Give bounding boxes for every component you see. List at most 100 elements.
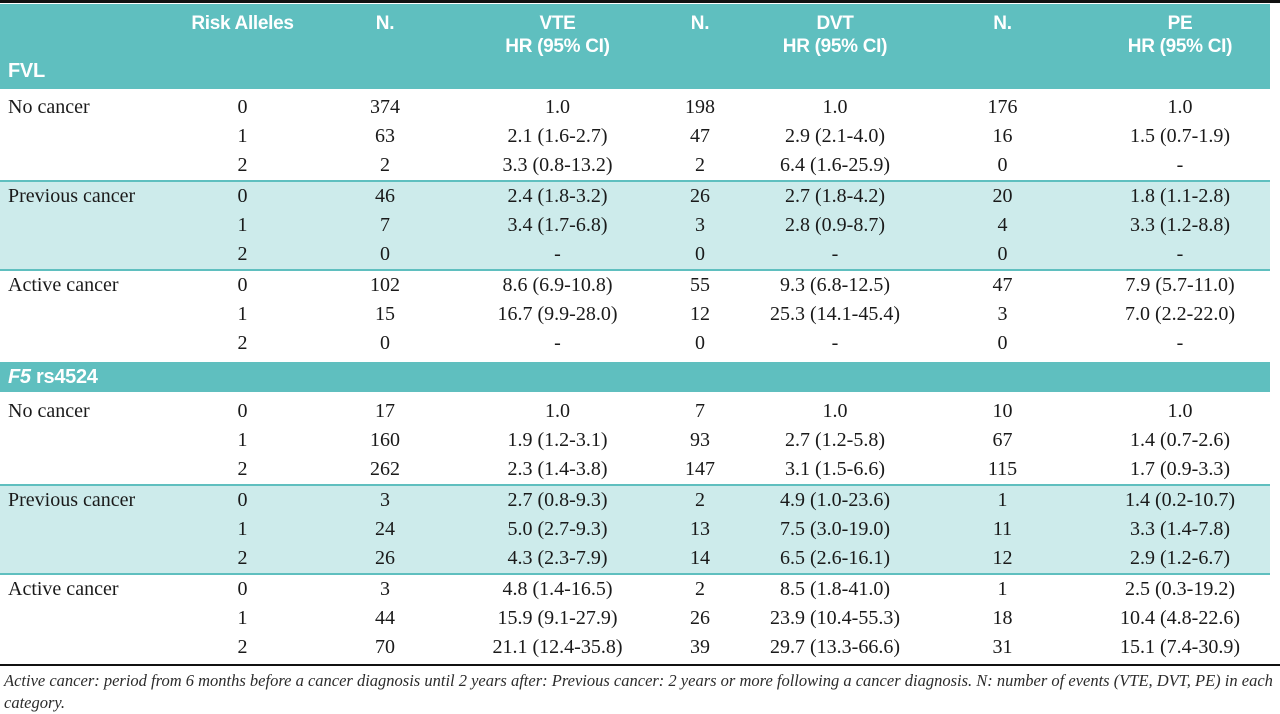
n-vte-value: 46 (375, 185, 395, 207)
n-pe-value: 47 (992, 274, 1013, 296)
vte-hr-value: - (554, 243, 561, 265)
pe-hr-value: 1.5 (0.7-1.9) (1130, 125, 1230, 147)
vte-hr-value: 1.0 (545, 96, 570, 118)
group-label (0, 122, 185, 151)
header-risk-alleles: Risk Alleles (185, 12, 300, 58)
header-vte-label: VTE (539, 13, 576, 34)
n-dvt-value: 12 (690, 303, 710, 325)
n-dvt-value: 13 (690, 518, 710, 540)
section-title-rest-part: rs4524 (30, 366, 98, 388)
group-label (0, 604, 185, 633)
vte-hr-value: 2.4 (1.8-3.2) (507, 185, 608, 207)
n-vte-value: 102 (370, 274, 400, 296)
n-dvt-value: 3 (695, 214, 705, 236)
n-dvt-value: 55 (690, 274, 710, 296)
section-title-rest-part: FVL (8, 60, 45, 82)
pe-hr-value: - (1176, 332, 1184, 354)
dvt-hr-value: 7.5 (3.0-19.0) (780, 518, 890, 540)
n-vte-value: 44 (375, 607, 395, 629)
group-label: No cancer (8, 400, 90, 422)
vte-hr-value: 15.9 (9.1-27.9) (497, 607, 618, 629)
group-f5-active-cancer: Active cancer 0 3 4.8 (1.4-16.5) 2 8.5 (1.8-4… (0, 575, 1270, 662)
pe-hr-value: - (1176, 243, 1184, 265)
dvt-hr-value: 2.7 (1.2-5.8) (785, 429, 885, 451)
n-pe-value: 12 (992, 547, 1013, 569)
n-dvt-value: 14 (690, 547, 710, 569)
header-pe-label: PE (1167, 13, 1193, 34)
n-pe-value: 4 (997, 214, 1008, 236)
n-pe-value: 18 (992, 607, 1013, 629)
header-n-label: N. (690, 13, 710, 34)
risk-alleles-value: 0 (237, 274, 248, 296)
dvt-hr-value: 4.9 (1.0-23.6) (780, 489, 890, 511)
risk-alleles-value: 0 (237, 185, 248, 207)
group-label (0, 455, 185, 484)
n-vte-value: 3 (380, 578, 390, 600)
group-fvl-previous-cancer: Previous cancer 0 46 2.4 (1.8-3.2) 26 2.7 (1.… (0, 180, 1270, 271)
section-band-f5-rs4524: F5 rs4524 (0, 362, 1270, 392)
dvt-hr-value: 23.9 (10.4-55.3) (770, 607, 900, 629)
n-vte-value: 70 (375, 636, 395, 658)
risk-alleles-value: 0 (237, 400, 248, 422)
dvt-hr-value: - (831, 332, 839, 354)
n-dvt-value: 198 (685, 96, 715, 118)
group-f5-previous-cancer: Previous cancer 0 3 2.7 (0.8-9.3) 2 4.9 (1.0-… (0, 484, 1270, 575)
n-vte-value: 63 (375, 125, 395, 147)
top-rule (0, 0, 1280, 3)
n-vte-value: 7 (380, 214, 390, 236)
n-pe-value: 20 (992, 185, 1013, 207)
risk-alleles-value: 2 (237, 154, 248, 176)
n-vte-value: 2 (380, 154, 390, 176)
section-title-f5-rs4524: F5 rs4524 (8, 366, 98, 389)
group-label (0, 515, 185, 544)
header-dvt-hr-label: HR (95% CI) (782, 36, 888, 57)
risk-alleles-value: 1 (237, 214, 248, 236)
n-vte-value: 3 (380, 489, 390, 511)
risk-alleles-value: 0 (237, 96, 248, 118)
dvt-hr-value: - (831, 243, 839, 265)
vte-hr-value: 4.8 (1.4-16.5) (502, 578, 613, 600)
group-label (0, 240, 185, 269)
n-dvt-value: 39 (690, 636, 710, 658)
dvt-hr-value: 29.7 (13.3-66.6) (770, 636, 900, 658)
group-label: No cancer (8, 96, 90, 118)
risk-alleles-value: 2 (237, 243, 248, 265)
group-label: Active cancer (8, 578, 119, 600)
dvt-hr-value: 6.5 (2.6-16.1) (780, 547, 890, 569)
n-pe-value: 3 (997, 303, 1008, 325)
pe-hr-value: 1.7 (0.9-3.3) (1130, 458, 1230, 480)
n-vte-value: 17 (375, 400, 395, 422)
vte-hr-value: 8.6 (6.9-10.8) (502, 274, 613, 296)
n-vte-value: 26 (375, 547, 395, 569)
n-pe-value: 0 (997, 243, 1008, 265)
vte-hr-value: 3.4 (1.7-6.8) (507, 214, 608, 236)
group-label (0, 329, 185, 358)
dvt-hr-value: 1.0 (822, 96, 848, 118)
pe-hr-value: 2.9 (1.2-6.7) (1130, 547, 1230, 569)
header-pe-hr-label: HR (95% CI) (1127, 36, 1233, 57)
pe-hr-value: 1.4 (0.2-10.7) (1125, 489, 1235, 511)
n-pe-value: 10 (992, 400, 1013, 422)
pe-hr-value: 7.0 (2.2-22.0) (1125, 303, 1235, 325)
header-vte: VTE HR (95% CI) (470, 12, 645, 58)
pe-hr-value: 2.5 (0.3-19.2) (1125, 578, 1235, 600)
vte-hr-value: 2.1 (1.6-2.7) (507, 125, 608, 147)
pe-hr-value: 7.9 (5.7-11.0) (1125, 274, 1235, 296)
table-header-band: Risk Alleles N. VTE HR (95% CI) N. DVT H… (0, 4, 1270, 89)
table-footnote: Active cancer: period from 6 months befo… (4, 671, 1273, 712)
n-vte-value: 0 (380, 243, 390, 265)
group-label (0, 426, 185, 455)
dvt-hr-value: 1.0 (822, 400, 848, 422)
risk-alleles-value: 1 (237, 518, 248, 540)
n-dvt-value: 26 (690, 185, 710, 207)
vte-hr-value: 16.7 (9.9-28.0) (497, 303, 618, 325)
n-pe-value: 0 (997, 154, 1008, 176)
dvt-hr-value: 9.3 (6.8-12.5) (780, 274, 890, 296)
n-pe-value: 115 (987, 458, 1018, 480)
risk-alleles-value: 1 (237, 429, 248, 451)
dvt-hr-value: 8.5 (1.8-41.0) (780, 578, 890, 600)
risk-alleles-value: 0 (237, 578, 248, 600)
header-dvt-label: DVT (816, 13, 854, 34)
pe-hr-value: 1.4 (0.7-2.6) (1130, 429, 1230, 451)
bottom-rule (0, 664, 1280, 666)
